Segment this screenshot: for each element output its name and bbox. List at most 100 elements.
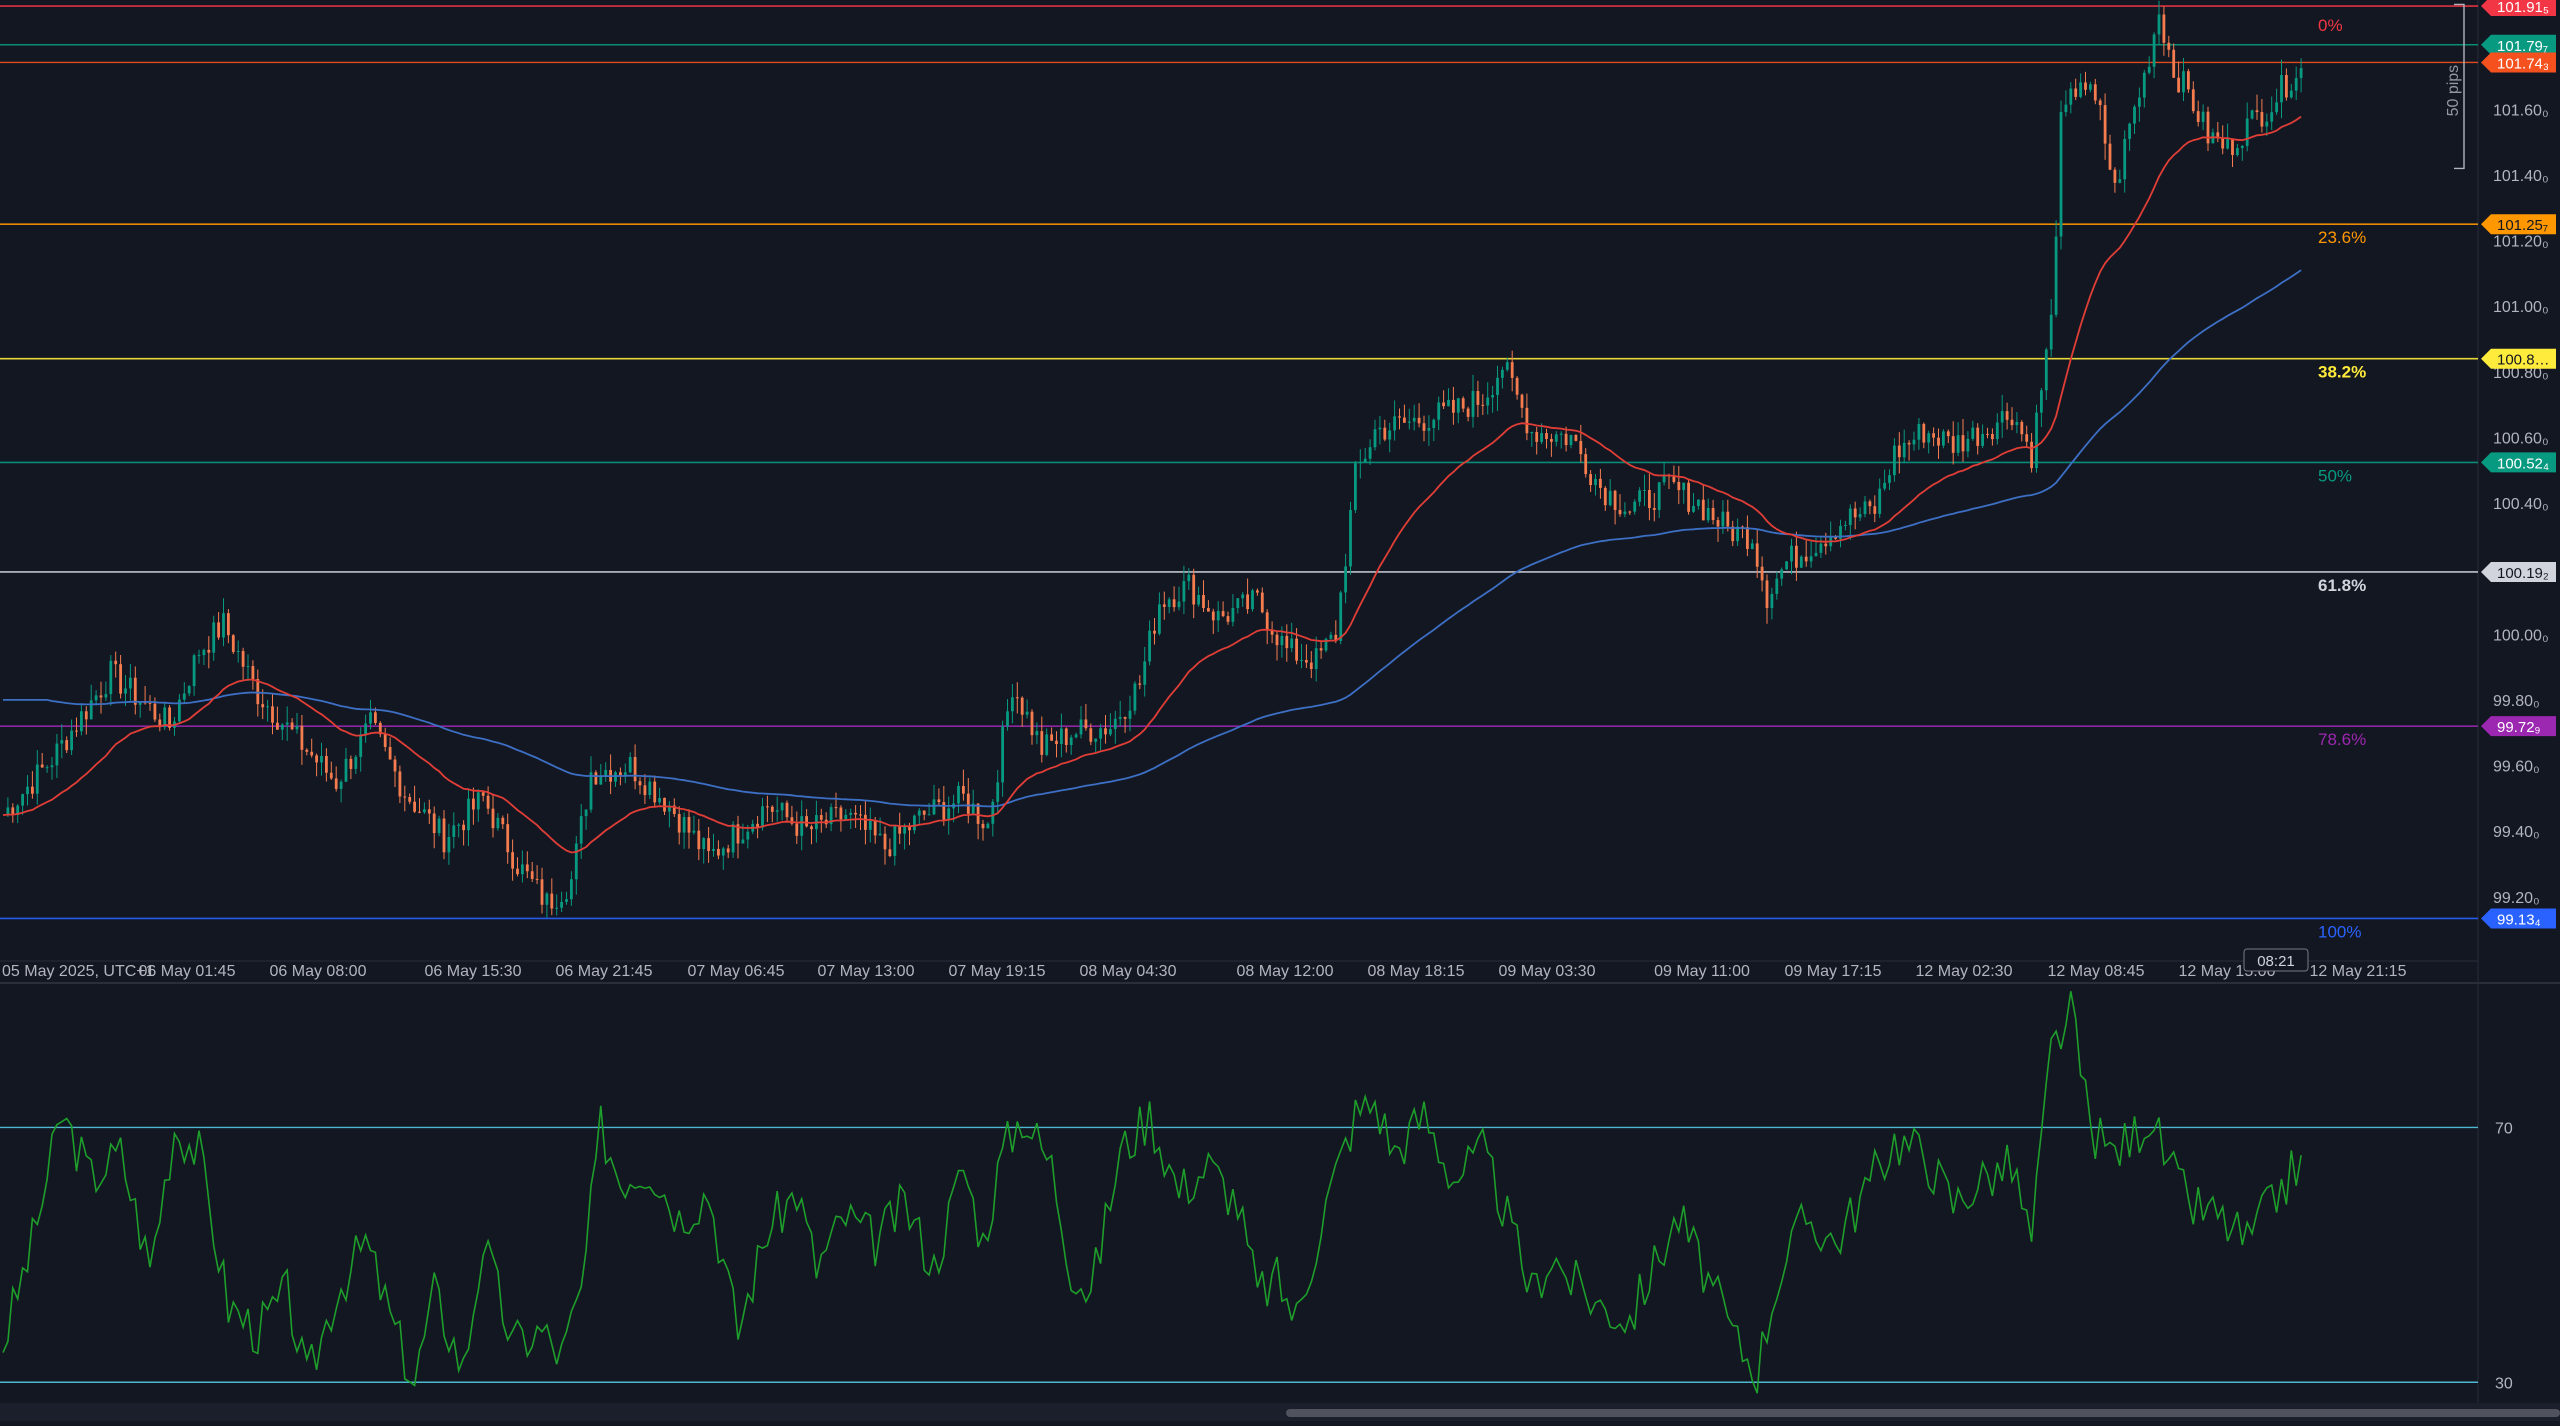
candle-body: [2245, 118, 2249, 146]
candle-body: [271, 706, 274, 723]
time-axis-tick: 07 May 13:00: [818, 963, 915, 980]
candle-body: [1922, 423, 1926, 443]
candle-body: [1476, 391, 1480, 405]
candle-body: [2191, 89, 2195, 112]
candle-body: [2294, 78, 2298, 91]
candle-body: [182, 693, 186, 700]
candle-body: [1486, 397, 1490, 406]
candle-body: [354, 756, 358, 769]
horizontal-scrollbar-thumb[interactable]: [1286, 1409, 2560, 1417]
candle-body: [1848, 508, 1852, 526]
candle-body: [1799, 556, 1803, 568]
candle-body: [1692, 505, 1695, 512]
candle-body: [1956, 435, 1960, 453]
candle-body: [927, 814, 931, 816]
candle-body: [717, 848, 720, 856]
candle-body: [1971, 427, 1975, 439]
candle-body: [619, 772, 622, 776]
candle-body: [1765, 580, 1769, 609]
candle-body: [1015, 697, 1019, 699]
candle-body: [1094, 738, 1098, 742]
candle-body: [721, 848, 725, 856]
candle-body: [741, 839, 745, 844]
candle-body: [1211, 611, 1215, 621]
candle-body: [1251, 590, 1254, 610]
candle-body: [129, 677, 132, 689]
candle-body: [780, 802, 784, 811]
candle-body: [589, 772, 593, 810]
candle-body: [668, 805, 671, 812]
fib-price-tag-label: 101.25₇: [2497, 217, 2548, 234]
candle-body: [60, 740, 64, 744]
candle-body: [45, 767, 49, 769]
candle-body: [1285, 635, 1289, 649]
candle-body: [1633, 501, 1637, 512]
candle-body: [1275, 634, 1279, 646]
candle-body: [1569, 434, 1573, 446]
rsi-axis-tick: 30: [2495, 1375, 2513, 1392]
candle-body: [1314, 648, 1318, 669]
candle-body: [1398, 416, 1401, 418]
candle-body: [1711, 507, 1715, 521]
candle-body: [604, 770, 608, 777]
candle-body: [295, 725, 299, 730]
candle-body: [452, 825, 456, 837]
candle-body: [579, 816, 583, 844]
candle-body: [2285, 74, 2288, 98]
price-axis-tick: 99.80₀: [2493, 693, 2540, 710]
candle-body: [599, 776, 603, 785]
candle-body: [1785, 561, 1788, 570]
candle-body: [1319, 648, 1323, 651]
candle-body: [692, 830, 696, 833]
candle-body: [908, 826, 911, 831]
candle-body: [976, 803, 980, 824]
candle-body: [677, 814, 681, 833]
candle-body: [1897, 445, 1901, 458]
candle-body: [280, 724, 284, 730]
candle-body: [325, 755, 328, 773]
candle-body: [158, 719, 162, 728]
candle-body: [1099, 728, 1102, 739]
candle-body: [545, 893, 549, 905]
candle-body: [1030, 711, 1034, 736]
candle-body: [2265, 121, 2269, 127]
candle-body: [1265, 612, 1269, 631]
candle-body: [256, 679, 260, 705]
candle-body: [1403, 417, 1406, 423]
candle-body: [70, 730, 73, 751]
candle-body: [1721, 511, 1725, 527]
candle-body: [2000, 411, 2004, 423]
ma-short-line: [2, 115, 2302, 854]
candle-body: [2025, 434, 2029, 442]
candle-body: [1001, 726, 1004, 783]
time-axis-tick: 05 May 2025, UTC+1: [2, 963, 155, 980]
candle-body: [2172, 49, 2176, 78]
rsi-axis-tick: 70: [2495, 1120, 2513, 1137]
candle-body: [1109, 729, 1112, 735]
candle-body: [878, 833, 882, 836]
candle-body: [1305, 659, 1308, 663]
candle-body: [1682, 482, 1686, 491]
candle-body: [1158, 604, 1161, 634]
candle-body: [628, 756, 632, 773]
candle-body: [1995, 422, 1999, 440]
candle-body: [2187, 71, 2190, 90]
candle-body: [1442, 402, 1445, 407]
candle-body: [1917, 423, 1921, 440]
candle-body: [2059, 112, 2063, 237]
candle-body: [1907, 442, 1911, 445]
candle-body: [672, 805, 676, 815]
candle-body: [555, 907, 559, 909]
candle-body: [1706, 507, 1710, 521]
candle-body: [2089, 84, 2092, 90]
candle-body: [1496, 377, 1499, 395]
candle-body: [1574, 434, 1578, 441]
candle-body: [31, 786, 34, 794]
candle-body: [687, 817, 691, 833]
candle-body: [1162, 604, 1166, 607]
fib-price-tag: [2481, 716, 2556, 737]
candle-body: [614, 772, 617, 782]
candle-body: [1599, 478, 1602, 488]
